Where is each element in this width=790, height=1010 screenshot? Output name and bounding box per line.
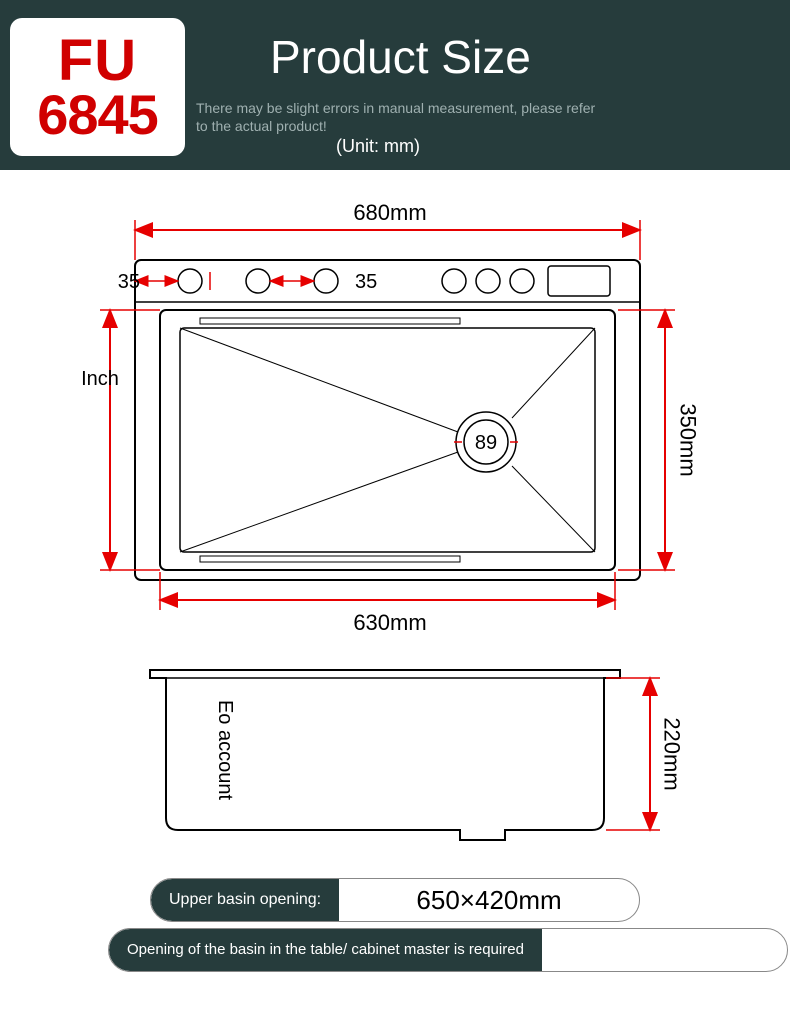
bottom-note-text: Opening of the basin in the table/ cabin… [109, 929, 542, 971]
top-view: 680mm 35 35 89 [81, 200, 700, 635]
dim-left-label: Inch [81, 368, 119, 390]
model-badge: FU 6845 [10, 18, 185, 156]
header-bar: FU 6845 Product Size There may be slight… [0, 0, 790, 170]
dim-top-width: 680mm [353, 200, 426, 225]
badge-line2: 6845 [37, 88, 158, 141]
dim-drain: 89 [475, 432, 497, 454]
opening-value: 650×420mm [339, 885, 639, 916]
badge-line1: FU [58, 33, 137, 88]
page-title: Product Size [270, 30, 531, 84]
dim-gap-1: 35 [118, 271, 140, 293]
bottom-note-pill: Opening of the basin in the table/ cabin… [108, 928, 788, 972]
side-view: 220mm Eo account [150, 670, 685, 840]
side-text: Eo account [214, 700, 236, 801]
dim-depth: 220mm [660, 717, 685, 790]
opening-label: Upper basin opening: [151, 879, 339, 921]
disclaimer-text: There may be slight errors in manual mea… [196, 100, 596, 135]
dim-bottom-width: 630mm [353, 610, 426, 635]
opening-pill: Upper basin opening: 650×420mm [150, 878, 640, 922]
dim-right-height: 350mm [676, 403, 701, 476]
dim-gap-2: 35 [355, 271, 377, 293]
unit-label: (Unit: mm) [336, 136, 420, 157]
